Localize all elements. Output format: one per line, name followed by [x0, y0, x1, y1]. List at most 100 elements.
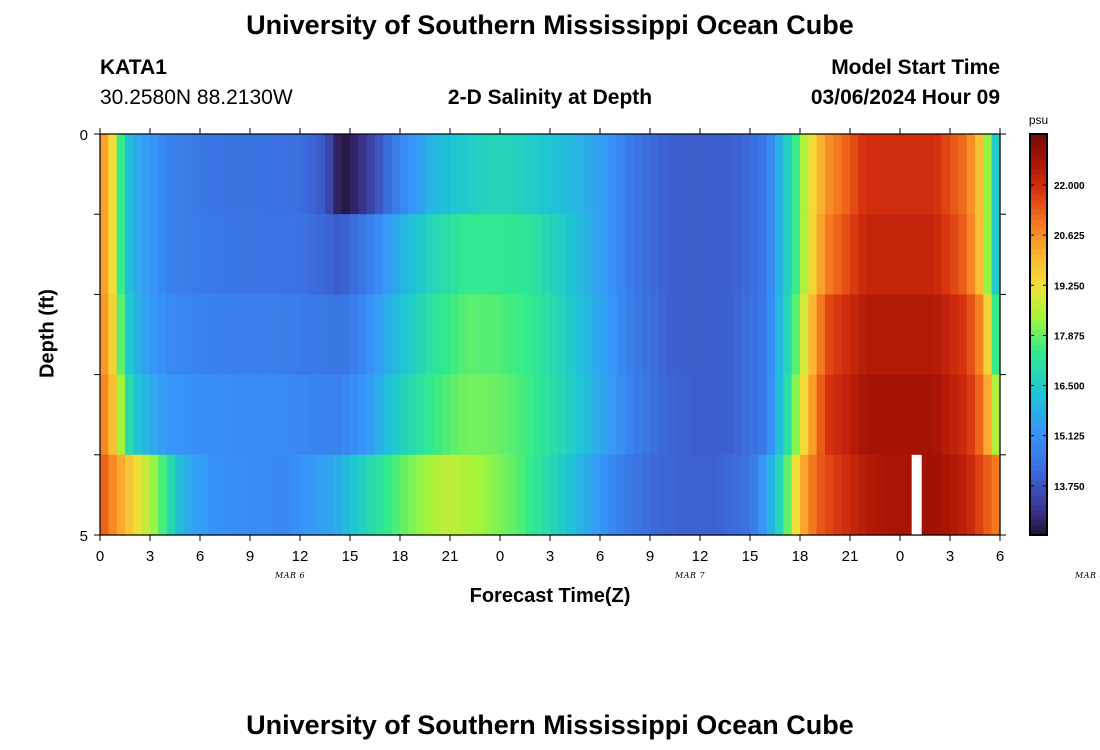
heatmap-cell	[175, 214, 184, 295]
heatmap-cell	[425, 294, 434, 376]
heatmap-cell	[225, 294, 234, 376]
colorbar-segment	[1030, 414, 1047, 421]
heatmap-cell	[600, 214, 609, 295]
colorbar-segment	[1030, 249, 1047, 255]
heatmap-cell	[216, 454, 226, 536]
heatmap-cell	[516, 454, 526, 536]
heatmap-cell	[925, 134, 934, 215]
heatmap-cell	[141, 214, 151, 295]
heatmap-cell	[183, 374, 193, 456]
heatmap-cell	[350, 374, 359, 456]
heatmap-cell	[391, 454, 401, 536]
heatmap-cell	[241, 454, 251, 536]
x-tick-label: 12	[292, 548, 309, 565]
heatmap-cell	[258, 214, 268, 295]
heatmap-cell	[475, 294, 484, 376]
heatmap-cell	[891, 374, 901, 456]
heatmap-cell	[758, 374, 768, 456]
heatmap-cell	[441, 454, 451, 536]
heatmap-cell	[108, 294, 118, 376]
heatmap-cell	[908, 374, 918, 456]
colorbar-segment	[1030, 439, 1047, 446]
page-title: University of Southern Mississippi Ocean…	[246, 10, 854, 40]
heatmap-cell	[375, 294, 384, 376]
colorbar-segment	[1030, 294, 1047, 300]
heatmap-cell	[241, 214, 251, 295]
heatmap-cell	[266, 134, 276, 215]
model-start-label: Model Start Time	[831, 56, 1000, 79]
heatmap-cell	[225, 374, 234, 456]
heatmap-cell	[666, 294, 676, 376]
heatmap-cell	[866, 374, 876, 456]
heatmap-cell	[541, 294, 551, 376]
heatmap-cell	[783, 374, 793, 456]
heatmap-cell	[241, 134, 251, 215]
heatmap-cell	[983, 454, 993, 536]
heatmap-cell	[200, 294, 209, 376]
heatmap-cell	[466, 134, 476, 215]
heatmap-cell	[733, 294, 743, 376]
heatmap-cell	[291, 374, 301, 456]
heatmap-cell	[350, 214, 359, 295]
heatmap-cell	[675, 134, 684, 215]
heatmap-cell	[883, 214, 893, 295]
heatmap-cell	[458, 374, 468, 456]
heatmap-cell	[383, 374, 393, 456]
heatmap-cell	[975, 454, 984, 536]
heatmap-cell	[558, 294, 568, 376]
heatmap-cell	[308, 134, 318, 215]
heatmap-cell	[616, 294, 626, 376]
colorbar-segment	[1030, 304, 1047, 310]
colorbar-segment	[1030, 239, 1047, 245]
heatmap-cell	[458, 454, 468, 536]
heatmap-cell	[741, 454, 751, 536]
heatmap-cell	[716, 214, 726, 295]
heatmap-cell	[741, 294, 751, 376]
heatmap-cell	[700, 294, 709, 376]
heatmap-cell	[900, 134, 909, 215]
heatmap-cell	[233, 374, 243, 456]
heatmap-cell	[416, 134, 426, 215]
heatmap-cell	[616, 134, 626, 215]
heatmap-cell	[658, 294, 668, 376]
colorbar-tick-label: 20.625	[1054, 231, 1085, 242]
heatmap-cell	[975, 134, 984, 215]
heatmap-cell	[658, 134, 668, 215]
heatmap-cell	[866, 214, 876, 295]
heatmap-cell	[791, 454, 801, 536]
heatmap-cell	[941, 134, 951, 215]
heatmap-cell	[425, 374, 434, 456]
heatmap-cell	[400, 294, 409, 376]
heatmap-cell	[841, 134, 851, 215]
heatmap-cell	[875, 214, 884, 295]
heatmap-cell	[300, 214, 309, 295]
heatmap-cell	[366, 454, 376, 536]
heatmap-cell	[916, 294, 926, 376]
heatmap-cell	[566, 374, 576, 456]
heatmap-cell	[308, 374, 318, 456]
colorbar-segment	[1030, 469, 1047, 476]
colorbar-segment	[1030, 529, 1047, 536]
heatmap-cell	[200, 454, 209, 536]
heatmap-cell	[608, 294, 618, 376]
heatmap-cell	[858, 294, 868, 376]
heatmap-cell	[766, 374, 776, 456]
heatmap-cell	[933, 454, 943, 536]
heatmap-cell	[808, 294, 818, 376]
heatmap-cell	[316, 294, 326, 376]
heatmap-cell	[325, 134, 334, 215]
heatmap-cell	[333, 374, 343, 456]
x-tick-label: 12	[692, 548, 709, 565]
heatmap-cell	[116, 214, 126, 295]
heatmap-cell	[341, 134, 351, 215]
heatmap-cell	[150, 374, 159, 456]
heatmap-cell	[550, 294, 559, 376]
heatmap-cell	[950, 374, 959, 456]
heatmap-cell	[866, 134, 876, 215]
heatmap-cell	[833, 374, 843, 456]
heatmap-cell	[408, 214, 418, 295]
heatmap-cell	[333, 214, 343, 295]
heatmap-cell	[383, 134, 393, 215]
heatmap-cell	[100, 454, 109, 536]
heatmap-cell	[200, 134, 209, 215]
